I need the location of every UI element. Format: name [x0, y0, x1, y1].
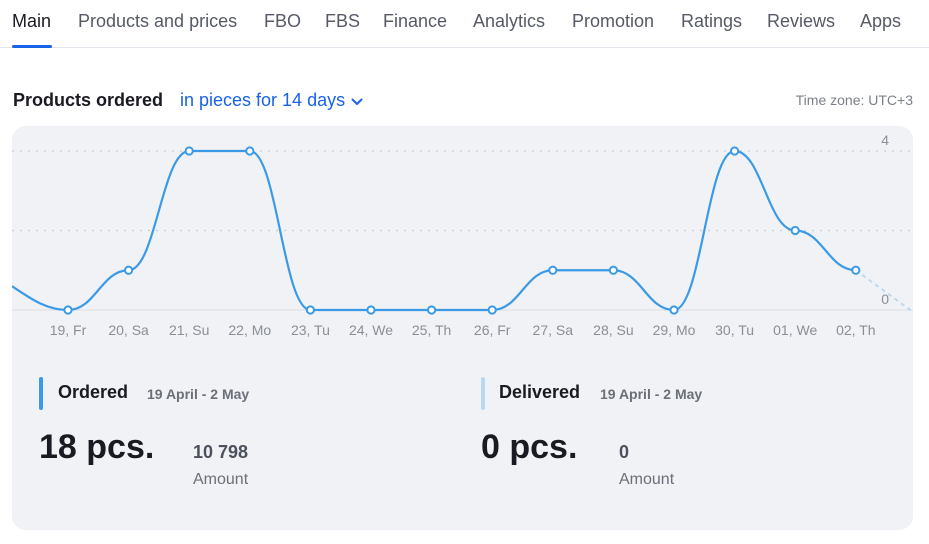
active-tab-indicator [12, 45, 52, 48]
x-tick-label: 22, Mo [228, 322, 271, 338]
x-tick-label: 30, Tu [715, 322, 754, 338]
x-tick-label: 29, Mo [653, 322, 696, 338]
data-point [245, 146, 255, 156]
delivered-color-bar [481, 377, 485, 410]
period-dropdown-label: in pieces for 14 days [180, 90, 346, 110]
x-tick-label: 02, Th [836, 322, 875, 338]
data-point [487, 305, 497, 315]
data-point [124, 265, 134, 275]
delivered-amount: 0 [619, 442, 630, 462]
tab-finance[interactable]: Finance [383, 11, 448, 31]
data-point [184, 146, 194, 156]
x-tick-label: 26, Fr [474, 322, 511, 338]
ordered-title: Ordered [58, 382, 129, 402]
ordered-value: 18 pcs. [39, 428, 155, 466]
tab-bar: Main Products and prices FBO FBS Finance… [0, 0, 929, 48]
line-chart: 0 4 19, Fr 20, Sa 21, Su 22, Mo 23, Tu 24, We 25… [12, 132, 913, 338]
tab-reviews[interactable]: Reviews [767, 11, 836, 31]
data-point [790, 225, 800, 236]
ordered-color-bar [39, 377, 43, 410]
y-tick-label: 4 [881, 132, 889, 148]
data-point [548, 265, 558, 275]
tab-main[interactable]: Main [12, 11, 52, 31]
x-tick-label: 20, Sa [108, 322, 149, 338]
tab-products-and-prices[interactable]: Products and prices [78, 11, 238, 31]
data-point [851, 265, 861, 275]
data-point [427, 305, 437, 315]
data-point [608, 265, 619, 275]
delivered-title: Delivered [499, 382, 581, 402]
series-line [12, 149, 856, 312]
chart-title: Products ordered [13, 90, 164, 110]
delivered-value: 0 pcs. [481, 428, 578, 466]
delivered-amount-label: Amount [619, 471, 675, 488]
x-tick-label: 19, Fr [50, 322, 87, 338]
data-point [63, 305, 73, 315]
x-tick-label: 24, We [349, 322, 393, 338]
x-tick-label: 28, Su [593, 322, 633, 338]
x-tick-label: 01, We [773, 322, 817, 338]
delivered-period: 19 April - 2 May [600, 386, 703, 402]
tab-ratings[interactable]: Ratings [681, 11, 743, 31]
chevron-down-icon [351, 98, 363, 105]
y-tick-label: 0 [881, 291, 889, 307]
x-tick-label: 25, Th [412, 322, 451, 338]
data-point [669, 305, 679, 315]
series-projection [855, 269, 913, 313]
tab-analytics[interactable]: Analytics [473, 11, 546, 31]
ordered-period: 19 April - 2 May [147, 386, 250, 402]
data-point [366, 305, 376, 315]
period-dropdown[interactable]: in pieces for 14 days [180, 90, 363, 111]
x-tick-label: 27, Sa [533, 322, 574, 338]
tab-fbo[interactable]: FBO [264, 11, 302, 31]
data-point [730, 146, 740, 156]
tab-promotion[interactable]: Promotion [572, 11, 655, 31]
ordered-amount-label: Amount [193, 471, 249, 488]
tab-apps[interactable]: Apps [860, 11, 902, 31]
ordered-amount: 10 798 [193, 442, 249, 462]
chart-card: 0 4 19, Fr 20, Sa 21, Su 22, Mo 23, Tu 24, We 25… [12, 126, 913, 530]
timezone-label: Time zone: UTC+3 [795, 92, 913, 108]
data-point [305, 305, 315, 315]
tab-fbs[interactable]: FBS [325, 11, 361, 31]
x-tick-label: 21, Su [169, 322, 209, 338]
x-tick-label: 23, Tu [291, 322, 330, 338]
